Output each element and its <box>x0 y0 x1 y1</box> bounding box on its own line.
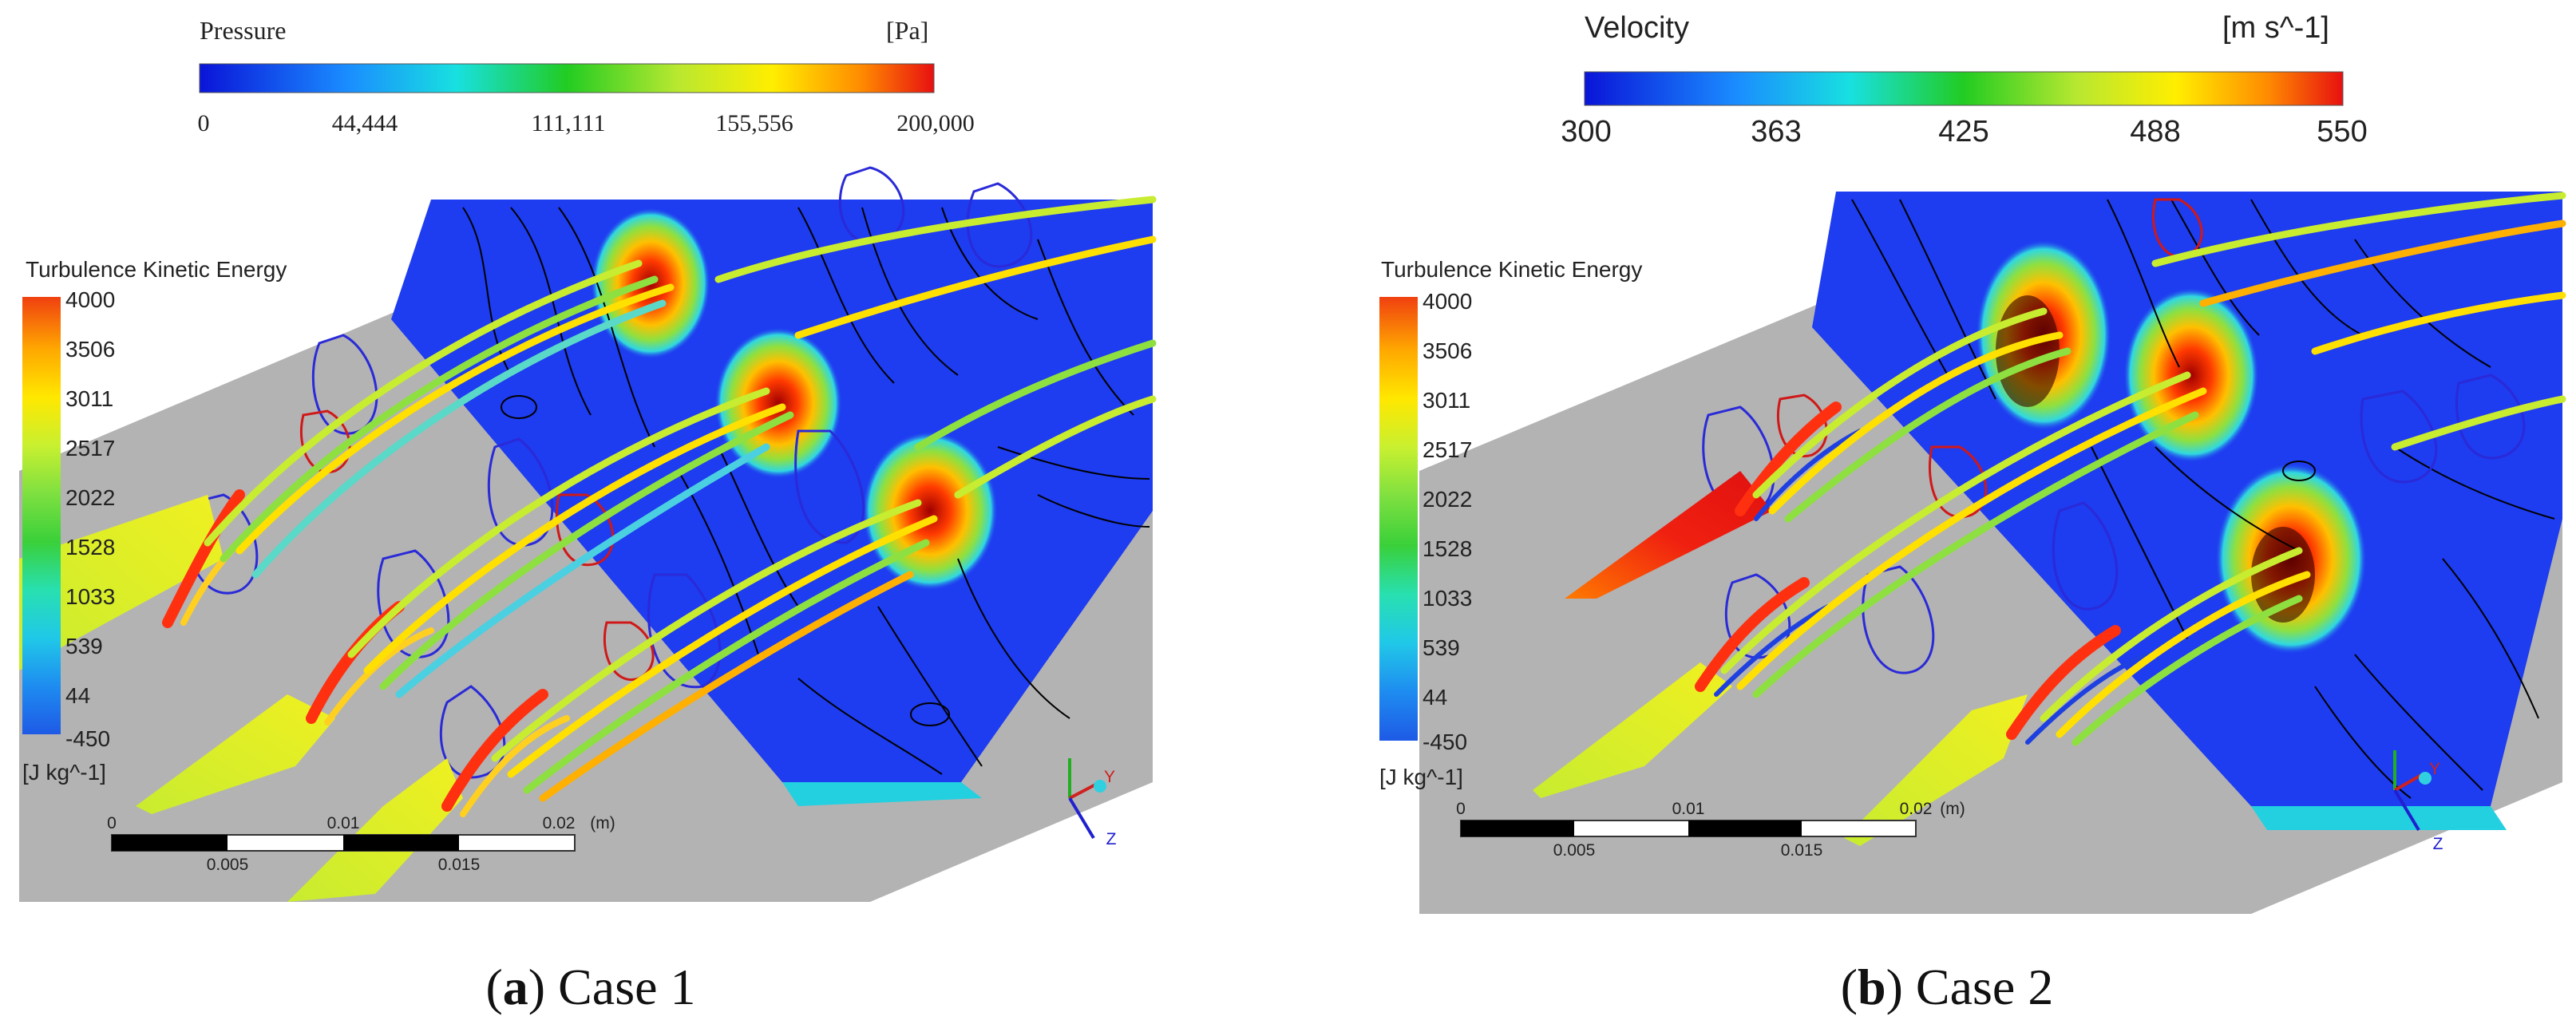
tke-tick: -450 <box>1423 730 1468 754</box>
inlet-wedge <box>1565 471 1772 599</box>
tke-tick: 4000 <box>1423 289 1473 314</box>
scale-label: 0.01 <box>326 814 360 832</box>
vortex-core <box>2123 287 2259 463</box>
flow-streamlines <box>1720 192 2566 746</box>
tke-title: Turbulence Kinetic Energy <box>1381 257 1643 282</box>
scale-label: 0.01 <box>1672 800 1705 818</box>
caption-letter: b <box>1858 959 1886 1015</box>
scale-bar-segment <box>343 835 459 851</box>
inlet-wedge <box>1844 694 2028 846</box>
tke-tick: -450 <box>65 726 111 751</box>
axis-label-y: Y <box>1103 768 1116 786</box>
tke-tick: 1033 <box>65 584 116 609</box>
scale-label: 0.005 <box>1553 841 1596 860</box>
scale-bar-segment <box>112 835 228 851</box>
tke-tick: 1033 <box>1423 586 1473 611</box>
plane-streamlines <box>1851 199 2555 799</box>
colorbar-tick: 488 <box>2130 115 2181 148</box>
vortex-core <box>714 327 842 479</box>
scale-label: 0 <box>107 814 117 832</box>
caption-text: Case 2 <box>1915 959 2054 1015</box>
section-plane <box>391 200 1153 782</box>
pressure-colorbar <box>199 63 935 93</box>
inlet-wedge <box>287 758 463 902</box>
colorbar-tick: 425 <box>1938 115 1989 148</box>
colorbar-tick: 44,444 <box>331 110 398 136</box>
panel-case-1: Pressure [Pa] 0 44,444 111,111 155,556 2… <box>22 16 1117 1015</box>
colorbar-title: Pressure <box>200 16 287 45</box>
tke-unit: [J kg^-1] <box>1379 765 1463 789</box>
panel-caption: (a) Case 1 <box>485 959 696 1015</box>
axis-triad <box>2393 750 2432 832</box>
colorbar-unit: [Pa] <box>886 16 929 45</box>
tke-tick: 3011 <box>65 386 114 411</box>
tke-tick: 3506 <box>65 337 116 362</box>
panel-a-graphics <box>19 63 1157 902</box>
caption-letter: a <box>502 959 528 1015</box>
axis-label-z: Z <box>1106 830 1117 848</box>
velocity-colorbar <box>1584 71 2344 106</box>
tke-tick: 1528 <box>65 535 116 559</box>
tke-title: Turbulence Kinetic Energy <box>26 257 287 282</box>
tke-tick: 2022 <box>1423 487 1473 512</box>
colorbar-tick: 155,556 <box>715 110 793 136</box>
colorbar-tick: 0 <box>197 110 210 136</box>
tke-tick: 2517 <box>1423 437 1473 462</box>
inlet-wedge <box>1533 662 1732 798</box>
inlet-wedge <box>19 495 224 670</box>
scale-label: 0.02 <box>542 814 576 832</box>
colorbar-tick: 363 <box>1751 115 1802 148</box>
tke-tick: 539 <box>1423 635 1460 660</box>
tke-tick: 539 <box>65 634 103 658</box>
scale-label: 0 <box>1456 800 1466 818</box>
panel-b-graphics <box>1379 71 2566 914</box>
tke-tick: 4000 <box>65 287 116 312</box>
plane-edge <box>2251 806 2507 830</box>
scale-label: 0.005 <box>206 856 249 874</box>
tke-tick: 44 <box>1423 685 1448 710</box>
axis-label-y: Y <box>2428 760 2441 778</box>
axis-label-z: Z <box>2432 835 2443 853</box>
jet-plumes <box>1695 401 2150 745</box>
caption-text: Case 1 <box>558 959 696 1015</box>
colorbar-title: Velocity <box>1585 11 1689 45</box>
flow-streamlines <box>204 196 1157 802</box>
tke-unit: [J kg^-1] <box>22 760 106 785</box>
scale-label: 0.02 <box>1899 800 1933 818</box>
scale-bar-segment <box>1688 820 1802 836</box>
tke-tick: 3011 <box>1423 388 1471 413</box>
scale-unit: (m) <box>590 814 615 832</box>
tke-tick: 2517 <box>65 436 116 461</box>
colorbar-tick: 200,000 <box>896 110 975 136</box>
vortex-core <box>862 431 998 591</box>
colorbar-unit: [m s^-1] <box>2222 11 2329 45</box>
colorbar-tick: 300 <box>1561 115 1612 148</box>
scale-label: 0.015 <box>1780 841 1823 860</box>
inlet-wedge <box>136 694 335 814</box>
tke-colorbar <box>22 297 61 734</box>
scale-label: 0.015 <box>437 856 481 874</box>
tke-tick: 1528 <box>1423 536 1473 561</box>
panel-caption: (b) Case 2 <box>1840 959 2054 1015</box>
tke-tick: 2022 <box>65 485 116 510</box>
scale-bar-segment <box>1461 820 1574 836</box>
tke-tick: 3506 <box>1423 338 1473 363</box>
tke-tick: 44 <box>65 683 91 708</box>
colorbar-tick: 550 <box>2317 115 2368 148</box>
scale-unit: (m) <box>1940 800 1965 818</box>
panel-case-2: Velocity [m s^-1] 300 363 425 488 550 Tu… <box>1288 0 2576 1032</box>
plane-edge <box>782 782 982 806</box>
colorbar-tick: 111,111 <box>531 110 606 136</box>
axis-triad <box>1068 758 1106 840</box>
tke-colorbar <box>1379 297 1418 741</box>
